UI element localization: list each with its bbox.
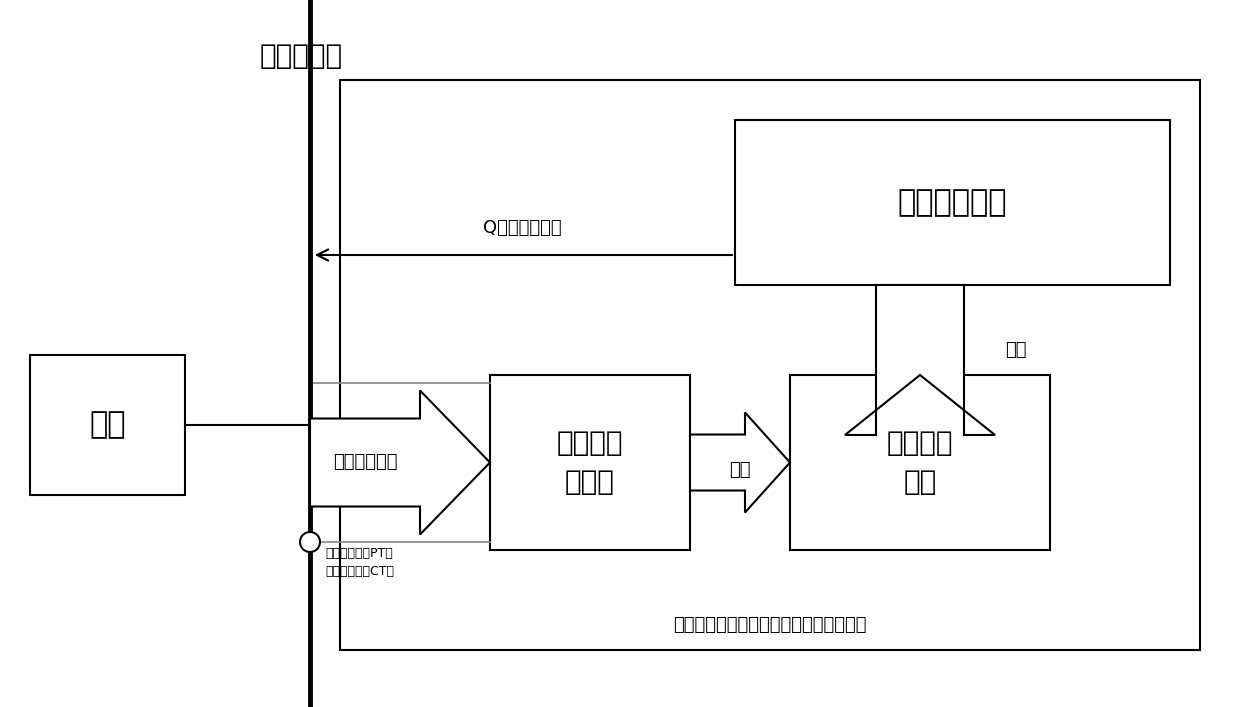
Text: Q（无功功率）: Q（无功功率） bbox=[484, 219, 562, 237]
Text: 电网: 电网 bbox=[89, 411, 125, 440]
Text: 电压互感器（PT）
电流互感器（CT）: 电压互感器（PT） 电流互感器（CT） bbox=[325, 547, 394, 578]
Text: 控制系统
模块: 控制系统 模块 bbox=[887, 429, 954, 496]
Text: 反馈: 反馈 bbox=[729, 462, 750, 479]
Polygon shape bbox=[844, 285, 994, 435]
Text: 控制: 控制 bbox=[1004, 341, 1027, 359]
Text: 测量和滤
波模块: 测量和滤 波模块 bbox=[557, 429, 624, 496]
Bar bbox=[340, 80, 1200, 650]
Bar bbox=[490, 375, 689, 550]
Bar bbox=[790, 375, 1050, 550]
Text: 硬件电路模块: 硬件电路模块 bbox=[898, 188, 1007, 217]
Bar bbox=[735, 120, 1171, 285]
Text: 电压电流采集: 电压电流采集 bbox=[332, 453, 397, 472]
Text: 装置接入点: 装置接入点 bbox=[260, 42, 343, 70]
Bar bbox=[30, 355, 185, 495]
Text: 单相无功可连续调节的晶闸管控制电容器: 单相无功可连续调节的晶闸管控制电容器 bbox=[673, 616, 867, 634]
Polygon shape bbox=[310, 390, 490, 534]
Circle shape bbox=[300, 532, 320, 552]
Polygon shape bbox=[689, 412, 790, 513]
